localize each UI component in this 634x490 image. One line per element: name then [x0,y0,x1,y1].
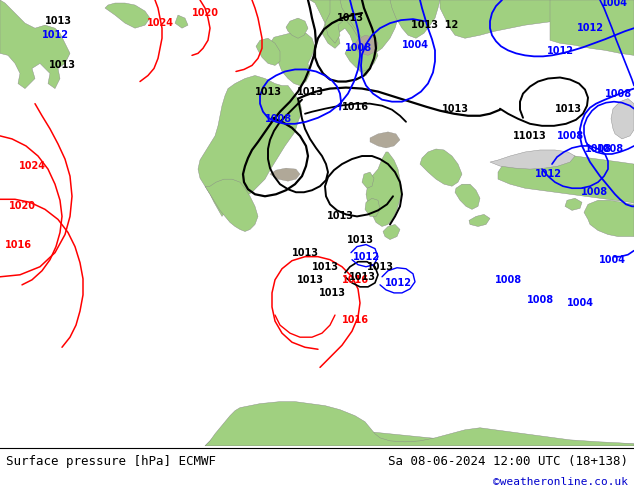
Polygon shape [420,149,462,186]
Polygon shape [345,41,378,72]
Polygon shape [365,198,380,217]
Polygon shape [340,0,402,53]
Polygon shape [0,0,70,89]
Text: 1013: 1013 [292,247,318,258]
Text: 1012: 1012 [576,23,604,33]
Text: 1013: 1013 [555,104,581,114]
Text: 1008: 1008 [526,295,553,305]
Text: 1004: 1004 [600,0,628,8]
Text: 1016: 1016 [4,240,32,249]
Text: 1013: 1013 [297,87,323,97]
Polygon shape [440,0,634,40]
Text: 1013: 1013 [297,275,323,285]
Text: 1013  12: 1013 12 [411,20,458,30]
Polygon shape [362,172,374,188]
Polygon shape [565,198,582,210]
Polygon shape [498,154,634,203]
Polygon shape [270,168,300,181]
Text: Surface pressure [hPa] ECMWF: Surface pressure [hPa] ECMWF [6,455,216,468]
Polygon shape [370,132,400,148]
Polygon shape [490,150,575,169]
Polygon shape [198,75,302,217]
Text: 1004: 1004 [598,255,626,265]
Text: 1008: 1008 [264,114,292,124]
Polygon shape [366,152,402,226]
Text: 1012: 1012 [384,278,411,288]
Text: 1020: 1020 [8,201,36,211]
Polygon shape [455,184,480,209]
Text: 1013: 1013 [327,211,354,221]
Polygon shape [270,31,315,86]
Text: 1012: 1012 [353,252,380,262]
Polygon shape [355,57,370,75]
Text: 1012: 1012 [547,47,574,56]
Text: 1013: 1013 [48,60,75,71]
Polygon shape [611,98,634,139]
Text: 1016: 1016 [342,102,368,112]
Polygon shape [390,0,440,38]
Text: 1008: 1008 [581,187,609,197]
Text: 1013: 1013 [44,16,72,26]
Polygon shape [175,15,188,28]
Text: 1013: 1013 [349,272,375,282]
Text: 1012: 1012 [41,30,68,40]
Polygon shape [205,420,634,446]
Text: 11013: 11013 [513,131,547,141]
Polygon shape [354,35,378,55]
Text: 1024: 1024 [146,18,174,28]
Text: Sa 08-06-2024 12:00 UTC (18+138): Sa 08-06-2024 12:00 UTC (18+138) [387,455,628,468]
Text: 1016: 1016 [342,315,368,325]
Text: 1004: 1004 [401,40,429,50]
Text: 1012: 1012 [534,169,562,179]
Text: 1008: 1008 [585,144,612,154]
Polygon shape [205,179,258,231]
Text: 1024: 1024 [18,161,46,171]
Text: 1008: 1008 [495,275,522,285]
Text: 1013: 1013 [347,235,373,245]
Text: 1008: 1008 [344,43,372,53]
Polygon shape [256,38,280,66]
Text: 1008: 1008 [557,131,583,141]
Text: 1004: 1004 [567,298,593,308]
Text: 1013: 1013 [366,262,394,272]
Polygon shape [286,18,308,38]
Text: 1013: 1013 [311,262,339,272]
Polygon shape [205,402,634,446]
Polygon shape [469,215,490,226]
Polygon shape [550,0,634,55]
Text: 1013: 1013 [254,87,281,97]
Text: 1013: 1013 [441,104,469,114]
Text: 1008: 1008 [604,89,631,98]
Polygon shape [383,224,400,240]
Polygon shape [310,0,390,74]
Text: 1013: 1013 [318,288,346,298]
Polygon shape [325,0,390,55]
Polygon shape [584,200,634,237]
Text: ©weatheronline.co.uk: ©weatheronline.co.uk [493,477,628,487]
Text: 1016: 1016 [342,275,368,285]
Polygon shape [105,3,150,28]
Text: 1008: 1008 [597,144,624,154]
Text: 1013: 1013 [337,13,363,23]
Text: 1020: 1020 [191,8,219,18]
